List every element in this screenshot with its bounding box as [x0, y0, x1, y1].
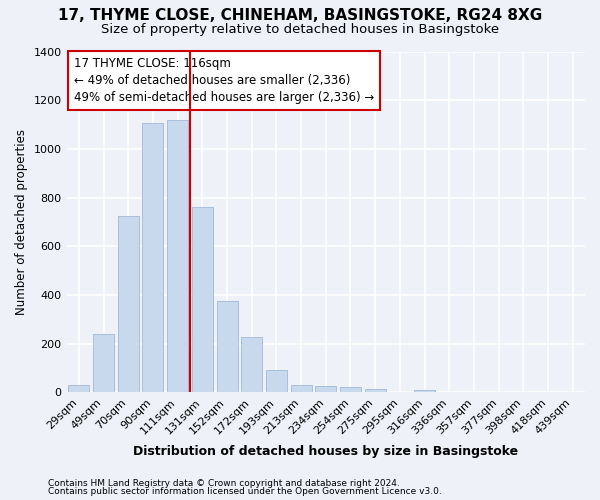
Bar	[217, 301, 238, 392]
Bar	[68, 385, 89, 392]
Text: Contains HM Land Registry data © Crown copyright and database right 2024.: Contains HM Land Registry data © Crown c…	[48, 478, 400, 488]
Bar	[315, 386, 336, 392]
Bar	[266, 370, 287, 392]
Bar	[414, 390, 435, 392]
Text: Contains public sector information licensed under the Open Government Licence v3: Contains public sector information licen…	[48, 487, 442, 496]
Bar	[142, 124, 163, 392]
Bar	[118, 216, 139, 392]
Bar	[241, 337, 262, 392]
Bar	[167, 120, 188, 392]
X-axis label: Distribution of detached houses by size in Basingstoke: Distribution of detached houses by size …	[133, 444, 518, 458]
Text: 17, THYME CLOSE, CHINEHAM, BASINGSTOKE, RG24 8XG: 17, THYME CLOSE, CHINEHAM, BASINGSTOKE, …	[58, 8, 542, 22]
Bar	[290, 385, 311, 392]
Bar	[93, 334, 114, 392]
Bar	[340, 387, 361, 392]
Text: Size of property relative to detached houses in Basingstoke: Size of property relative to detached ho…	[101, 22, 499, 36]
Y-axis label: Number of detached properties: Number of detached properties	[15, 129, 28, 315]
Bar	[192, 208, 213, 392]
Bar	[365, 389, 386, 392]
Text: 17 THYME CLOSE: 116sqm
← 49% of detached houses are smaller (2,336)
49% of semi-: 17 THYME CLOSE: 116sqm ← 49% of detached…	[74, 56, 374, 104]
